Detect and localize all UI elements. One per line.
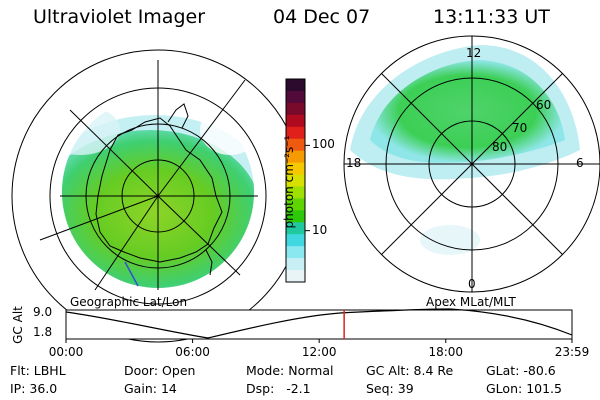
ip-info: IP: 36.0 xyxy=(10,381,58,396)
mlat-label-80: 80 xyxy=(492,140,508,154)
colorbar-cell xyxy=(286,234,305,247)
glon-info: GLon: 101.5 xyxy=(486,381,562,396)
altitude-x-ticks xyxy=(65,339,573,343)
mlat-label-70: 70 xyxy=(512,121,528,135)
colorbar-cell xyxy=(286,90,305,104)
colorbar-cell xyxy=(286,79,305,92)
colorbar-cells xyxy=(286,79,305,283)
altitude-y-tick-min: 1.8 xyxy=(33,325,53,339)
colorbar-unit-label: photon cm⁻²s⁻¹ xyxy=(282,135,296,229)
dsp-value: -2.1 xyxy=(286,381,311,396)
gain-info: Gain: 14 xyxy=(124,381,177,396)
altitude-x-tick-label: 00:00 xyxy=(48,345,84,359)
dsp-info: Dsp: -2.1 xyxy=(246,381,311,396)
gain-value: 14 xyxy=(160,381,177,396)
filter-value: LBHL xyxy=(33,363,66,378)
glat-value: -80.6 xyxy=(523,363,556,378)
colorbar-tick-label: 100 xyxy=(312,137,335,152)
geographic-map xyxy=(11,49,305,343)
filter-info: Flt: LBHL xyxy=(10,363,66,378)
mlt-label-left: 18 xyxy=(346,156,362,170)
mlt-label-bottom: 0 xyxy=(468,277,476,291)
glon-value: 101.5 xyxy=(526,381,562,396)
instrument-title: Ultraviolet Imager xyxy=(33,6,206,28)
altitude-plot xyxy=(65,308,573,343)
apex-map xyxy=(343,35,600,293)
altitude-y-tick-max: 9.0 xyxy=(33,305,53,319)
mode-value: Normal xyxy=(288,363,334,378)
mlt-label-top: 12 xyxy=(466,46,482,60)
altitude-x-tick-label: 18:00 xyxy=(428,345,464,359)
colorbar-cell xyxy=(286,102,305,116)
seq-value: 39 xyxy=(397,381,414,396)
colorbar-cell xyxy=(286,222,305,235)
geographic-map-label: Geographic Lat/Lon xyxy=(70,295,188,309)
apex-map-label: Apex MLat/MLT xyxy=(426,295,516,309)
colorbar-cell xyxy=(286,258,305,271)
door-value: Open xyxy=(162,363,196,378)
altitude-x-tick-label: 12:00 xyxy=(301,345,337,359)
colorbar xyxy=(285,78,310,283)
seq-info: Seq: 39 xyxy=(366,381,414,396)
mlt-label-right: 6 xyxy=(576,156,584,170)
colorbar-cell xyxy=(286,114,305,128)
mode-info: Mode: Normal xyxy=(246,363,334,378)
altitude-x-tick-label: 23:59 xyxy=(554,345,590,359)
colorbar-cell xyxy=(286,186,305,199)
colorbar-cell xyxy=(286,270,305,283)
gc-alt-value: 8.4 Re xyxy=(413,363,454,378)
colorbar-ticks xyxy=(305,144,310,232)
observation-time: 13:11:33 UT xyxy=(433,6,550,28)
colorbar-cell xyxy=(286,126,305,140)
colorbar-tick-label: 10 xyxy=(312,222,328,237)
colorbar-cell xyxy=(286,198,305,211)
colorbar-cell xyxy=(286,174,305,187)
observation-date: 04 Dec 07 xyxy=(273,6,371,28)
altitude-y-label: GC Alt xyxy=(11,306,25,344)
mlat-label-60: 60 xyxy=(536,98,552,112)
colorbar-cell xyxy=(286,138,305,152)
colorbar-cell xyxy=(286,162,305,176)
colorbar-cell xyxy=(286,246,305,259)
door-info: Door: Open xyxy=(124,363,196,378)
colorbar-cell xyxy=(286,150,305,164)
colorbar-cell xyxy=(286,210,305,223)
glat-info: GLat: -80.6 xyxy=(486,363,556,378)
altitude-x-tick-label: 06:00 xyxy=(175,345,210,359)
ip-value: 36.0 xyxy=(29,381,58,396)
gc-alt-info: GC Alt: 8.4 Re xyxy=(366,363,454,378)
